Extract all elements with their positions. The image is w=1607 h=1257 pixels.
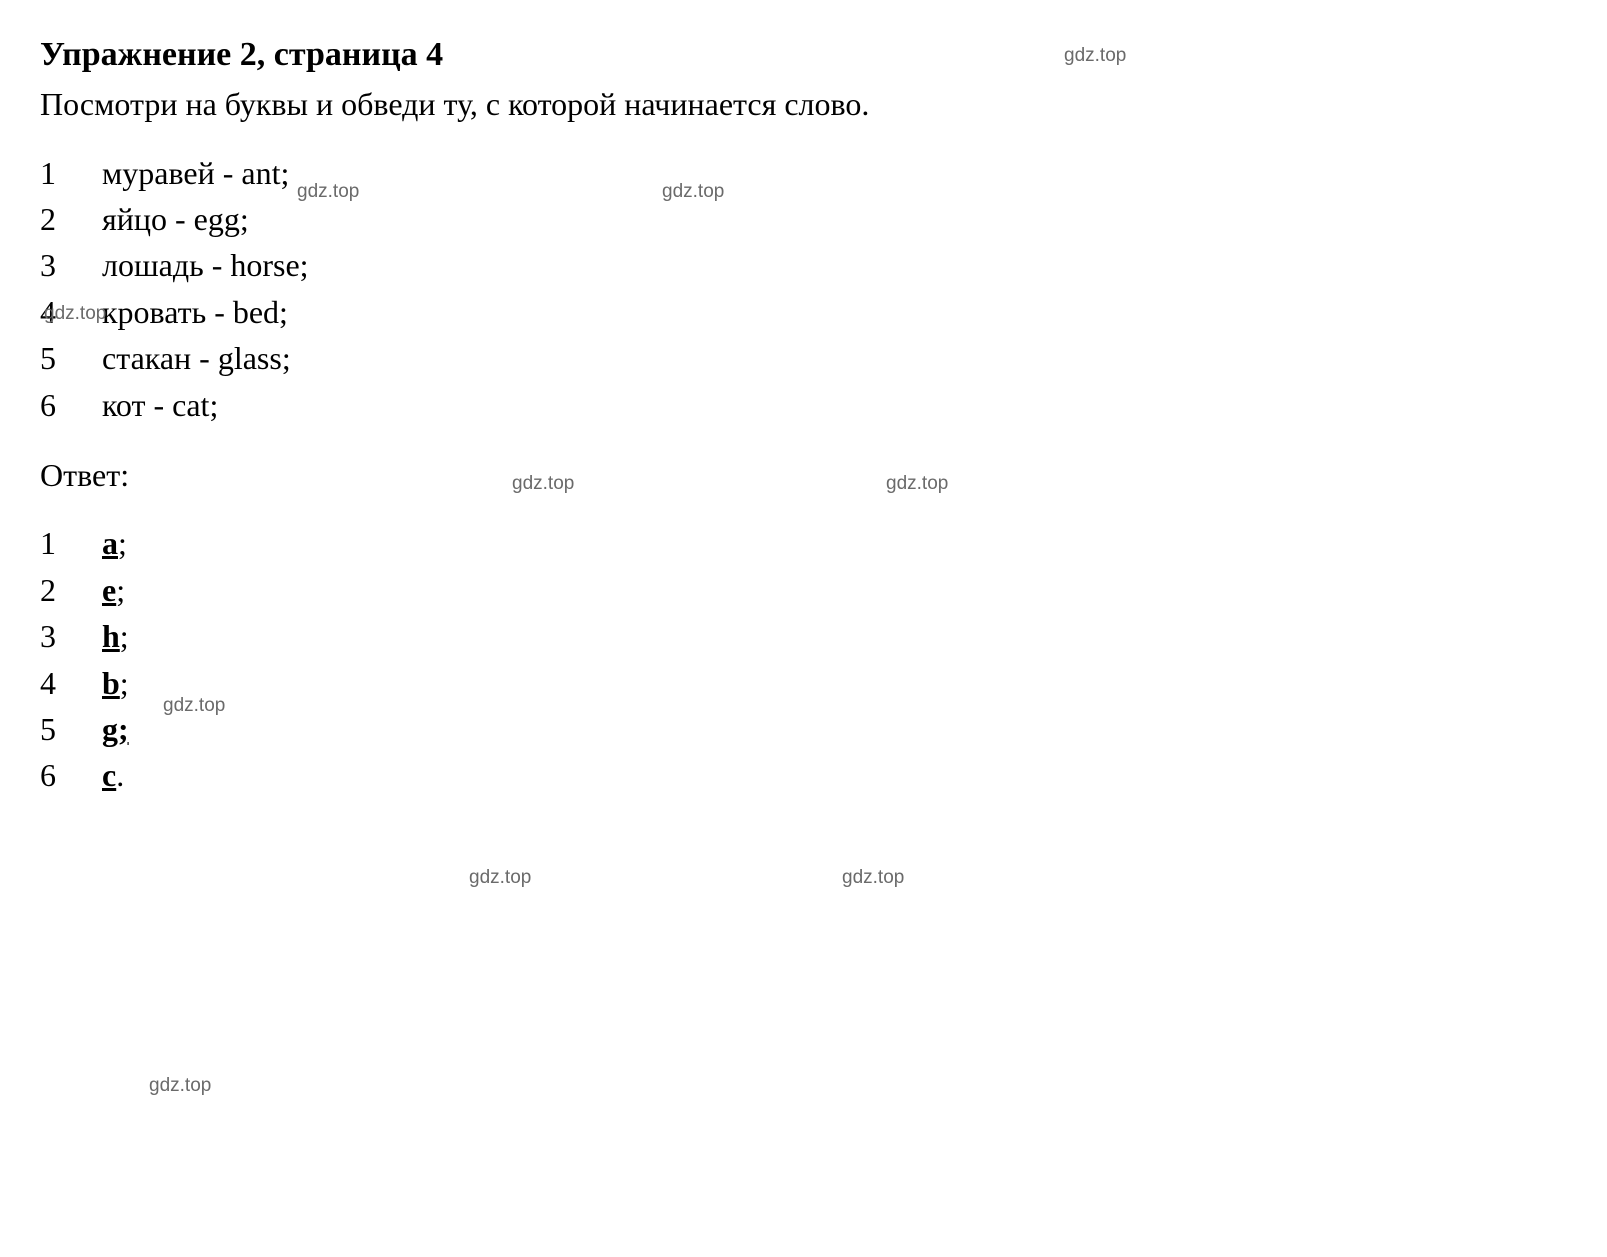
exercise-instruction: Посмотри на буквы и обведи ту, с которой… xyxy=(40,81,1567,127)
answer-letter: c xyxy=(102,757,116,793)
answer-item: 6 c. xyxy=(40,752,1567,798)
list-text: лошадь - horse; xyxy=(102,242,309,288)
answer-item: 1 a; xyxy=(40,520,1567,566)
word-list: 1 муравей - ant; 2 яйцо - egg; 3 лошадь … xyxy=(40,150,1567,428)
list-number: 1 xyxy=(40,150,102,196)
list-item: 5 стакан - glass; xyxy=(40,335,1567,381)
answer-list: 1 a; 2 e; 3 h; 4 b; 5 g; 6 c. xyxy=(40,520,1567,798)
answer-value: h; xyxy=(102,613,129,659)
list-text: муравей - ant; xyxy=(102,150,289,196)
answer-item: 5 g; xyxy=(40,706,1567,752)
answer-item: 4 b; xyxy=(40,660,1567,706)
answer-punct: ; xyxy=(118,525,127,561)
exercise-heading: Упражнение 2, страница 4 xyxy=(40,30,1567,79)
answer-number: 5 xyxy=(40,706,102,752)
watermark-text: gdz.top xyxy=(842,864,904,892)
list-number: 3 xyxy=(40,242,102,288)
answer-punct: ; xyxy=(116,572,125,608)
answer-letter: a xyxy=(102,525,118,561)
list-item: 4 кровать - bed; xyxy=(40,289,1567,335)
list-text: яйцо - egg; xyxy=(102,196,249,242)
list-item: 3 лошадь - horse; xyxy=(40,242,1567,288)
answer-number: 3 xyxy=(40,613,102,659)
answer-letter: b xyxy=(102,665,120,701)
list-text: кот - cat; xyxy=(102,382,218,428)
list-number: 2 xyxy=(40,196,102,242)
answer-number: 6 xyxy=(40,752,102,798)
answer-item: 3 h; xyxy=(40,613,1567,659)
answer-letter: g; xyxy=(102,711,129,747)
list-item: 1 муравей - ant; xyxy=(40,150,1567,196)
list-text: кровать - bed; xyxy=(102,289,288,335)
answer-number: 4 xyxy=(40,660,102,706)
answer-item: 2 e; xyxy=(40,567,1567,613)
answer-letter: h xyxy=(102,618,120,654)
answer-value: a; xyxy=(102,520,127,566)
list-number: 6 xyxy=(40,382,102,428)
answer-value: b; xyxy=(102,660,129,706)
answer-punct: ; xyxy=(120,665,129,701)
answer-letter: e xyxy=(102,572,116,608)
answer-value: c. xyxy=(102,752,124,798)
answer-heading: Ответ: xyxy=(40,452,1567,498)
answer-punct: . xyxy=(116,757,124,793)
answer-punct: ; xyxy=(120,618,129,654)
list-item: 2 яйцо - egg; xyxy=(40,196,1567,242)
watermark-text: gdz.top xyxy=(469,864,531,892)
answer-value: g; xyxy=(102,706,129,752)
answer-number: 2 xyxy=(40,567,102,613)
list-number: 4 xyxy=(40,289,102,335)
list-number: 5 xyxy=(40,335,102,381)
answer-value: e; xyxy=(102,567,125,613)
list-text: стакан - glass; xyxy=(102,335,291,381)
answer-number: 1 xyxy=(40,520,102,566)
list-item: 6 кот - cat; xyxy=(40,382,1567,428)
watermark-text: gdz.top xyxy=(149,1072,211,1100)
